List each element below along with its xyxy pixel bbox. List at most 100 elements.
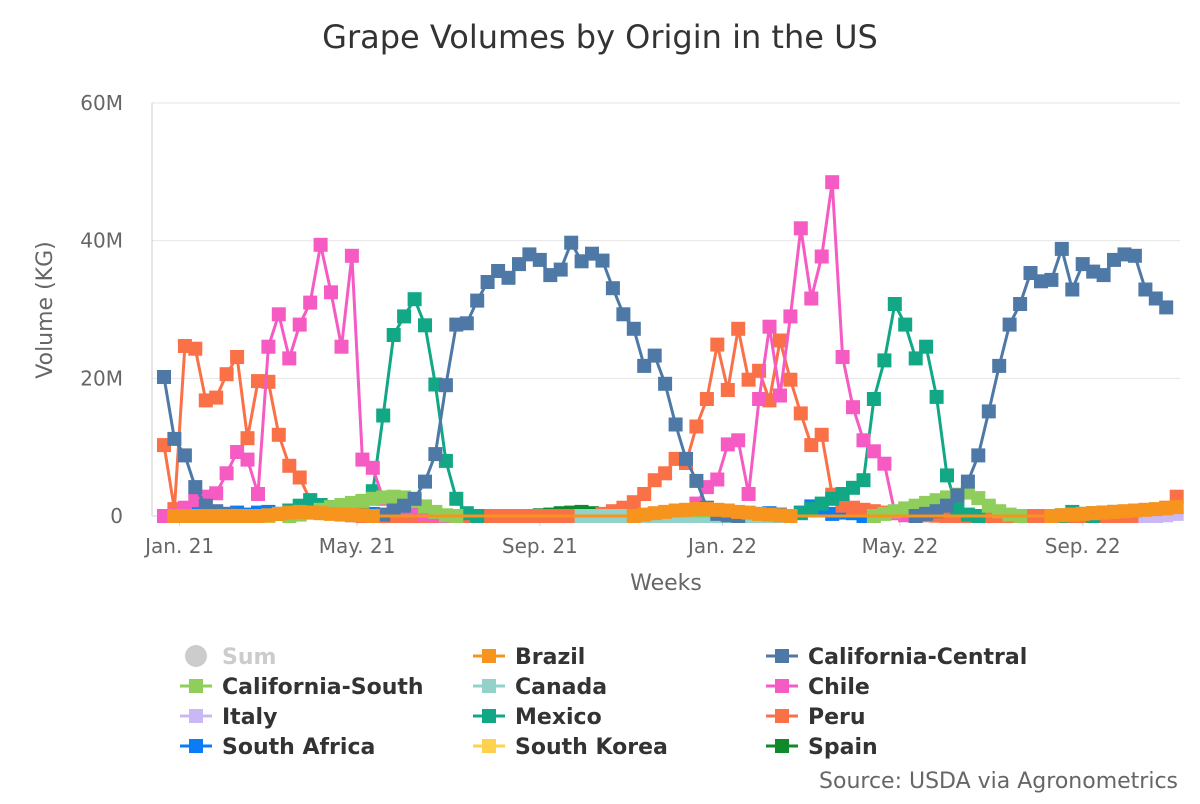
data-point-chile[interactable] (783, 309, 798, 324)
data-point-chile[interactable] (334, 339, 349, 354)
data-point-california-central[interactable] (595, 253, 610, 268)
data-point-chile[interactable] (251, 487, 265, 501)
data-point-peru[interactable] (793, 406, 808, 421)
data-point-chile[interactable] (846, 400, 860, 415)
data-point-peru[interactable] (240, 431, 255, 446)
data-point-california-central[interactable] (1044, 272, 1059, 287)
data-point-chile[interactable] (324, 285, 338, 300)
data-point-california-central[interactable] (1159, 300, 1174, 315)
data-point-mexico[interactable] (407, 292, 422, 307)
data-point-mexico[interactable] (919, 339, 934, 354)
legend-item-chile[interactable]: Chile (766, 675, 870, 700)
data-point-california-central[interactable] (177, 448, 192, 463)
data-point-chile[interactable] (731, 433, 746, 448)
data-point-brazil[interactable] (365, 509, 380, 523)
data-point-chile[interactable] (303, 295, 318, 310)
data-point-california-central[interactable] (1002, 317, 1017, 332)
data-point-peru[interactable] (209, 390, 224, 405)
data-point-chile[interactable] (793, 221, 808, 236)
data-point-peru[interactable] (689, 419, 704, 434)
data-point-california-central[interactable] (564, 235, 579, 250)
data-point-mexico[interactable] (898, 317, 913, 332)
data-point-california-central[interactable] (960, 474, 975, 489)
data-point-chile[interactable] (804, 291, 819, 306)
data-point-brazil[interactable] (783, 509, 798, 523)
data-point-mexico[interactable] (940, 468, 954, 483)
data-point-california-central[interactable] (407, 491, 422, 506)
data-point-chile[interactable] (292, 317, 307, 332)
data-point-california-central[interactable] (188, 480, 203, 495)
data-point-mexico[interactable] (397, 309, 412, 324)
data-point-california-central[interactable] (647, 348, 662, 363)
data-point-california-central[interactable] (616, 307, 631, 322)
data-point-california-central[interactable] (689, 473, 704, 488)
data-point-california-central[interactable] (658, 376, 673, 391)
data-point-california-central[interactable] (950, 488, 965, 503)
data-point-chile[interactable] (866, 444, 881, 459)
data-point-california-central[interactable] (553, 262, 568, 277)
data-point-chile[interactable] (877, 456, 892, 471)
legend-item-mexico[interactable]: Mexico (473, 705, 602, 730)
data-point-california-central[interactable] (470, 293, 485, 308)
data-point-chile[interactable] (313, 237, 328, 252)
data-point-chile[interactable] (271, 307, 286, 322)
data-point-chile[interactable] (752, 392, 767, 406)
data-point-peru[interactable] (282, 458, 297, 473)
data-point-california-central[interactable] (679, 451, 693, 466)
legend-item-south-africa[interactable]: South Africa (180, 735, 375, 760)
legend-item-canada[interactable]: Canada (473, 675, 607, 700)
data-point-peru[interactable] (710, 337, 725, 352)
data-point-peru[interactable] (731, 321, 746, 336)
data-point-peru[interactable] (637, 487, 652, 501)
data-point-mexico[interactable] (376, 408, 391, 423)
data-point-chile[interactable] (261, 339, 276, 354)
data-point-chile[interactable] (825, 175, 840, 190)
data-point-peru[interactable] (230, 350, 245, 364)
data-point-peru[interactable] (188, 341, 203, 356)
data-point-chile[interactable] (365, 460, 380, 475)
data-point-mexico[interactable] (908, 351, 923, 366)
data-point-california-central[interactable] (167, 431, 182, 446)
data-point-chile[interactable] (773, 388, 787, 403)
data-point-mexico[interactable] (386, 328, 401, 342)
data-point-california-central[interactable] (1013, 297, 1028, 311)
data-point-chile[interactable] (282, 351, 297, 366)
data-point-mexico[interactable] (887, 297, 902, 311)
data-point-chile[interactable] (219, 466, 234, 481)
data-point-california-central[interactable] (1127, 248, 1142, 263)
data-point-peru[interactable] (699, 392, 714, 406)
data-point-chile[interactable] (741, 487, 756, 501)
data-point-california-central[interactable] (1054, 241, 1069, 256)
data-point-peru[interactable] (720, 383, 735, 397)
data-point-mexico[interactable] (866, 392, 881, 406)
data-point-chile[interactable] (856, 433, 871, 448)
data-point-california-central[interactable] (501, 270, 516, 285)
data-point-california-central[interactable] (418, 474, 432, 489)
legend-item-spain[interactable]: Spain (766, 735, 878, 760)
data-point-mexico[interactable] (449, 491, 464, 506)
data-point-california-central[interactable] (1096, 268, 1111, 283)
legend-item-california-south[interactable]: California-South (180, 675, 424, 700)
data-point-california-central[interactable] (668, 417, 683, 432)
legend-item-italy[interactable]: Italy (180, 705, 277, 730)
data-point-california-central[interactable] (971, 448, 986, 463)
data-point-california-central[interactable] (480, 275, 495, 289)
legend-item-sum[interactable]: Sum (185, 645, 276, 670)
legend-item-brazil[interactable]: Brazil (473, 645, 585, 670)
data-point-california-central[interactable] (438, 378, 453, 393)
data-point-chile[interactable] (209, 486, 224, 501)
legend-item-peru[interactable]: Peru (766, 705, 866, 730)
data-point-mexico[interactable] (929, 389, 944, 404)
data-point-chile[interactable] (835, 350, 850, 364)
legend-item-south-korea[interactable]: South Korea (473, 735, 668, 760)
data-point-california-central[interactable] (1065, 282, 1080, 297)
data-point-chile[interactable] (344, 248, 359, 263)
data-point-california-central[interactable] (605, 281, 620, 296)
data-point-peru[interactable] (271, 427, 286, 442)
data-point-peru[interactable] (292, 470, 307, 485)
data-point-chile[interactable] (814, 249, 829, 264)
data-point-peru[interactable] (219, 367, 234, 382)
data-point-california-central[interactable] (428, 447, 443, 462)
data-point-peru[interactable] (658, 466, 673, 481)
data-point-california-central[interactable] (992, 358, 1007, 373)
